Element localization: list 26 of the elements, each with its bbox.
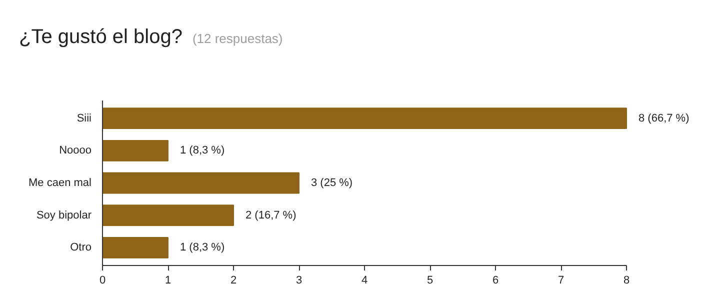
y-tick-label: Me caen mal (28, 177, 92, 189)
x-tick-label: 3 (296, 274, 302, 286)
x-tick-label: 5 (426, 274, 434, 286)
x-tick-label: 6 (492, 274, 499, 286)
data-label: 2 (16,7 %) (246, 209, 296, 222)
data-label: 3 (25 %) (311, 177, 353, 189)
x-tick-label: 2 (230, 274, 237, 286)
chart-subtitle: (12 respuestas) (192, 31, 283, 46)
data-label: 8 (66,7 %) (638, 112, 690, 124)
bar (102, 172, 300, 194)
chart-title: ¿Te gustó el blog? (19, 26, 182, 48)
x-tick-label: 0 (99, 274, 106, 286)
bar (102, 108, 627, 129)
y-tick-label: Siii (76, 112, 92, 124)
bar (102, 204, 234, 226)
y-tick-label: Noooo (59, 144, 92, 157)
y-tick-label: Otro (70, 242, 92, 254)
bar (102, 237, 168, 258)
bar (102, 140, 168, 162)
x-tick-label: 7 (558, 274, 564, 286)
data-label: 1 (8,3 %) (180, 144, 225, 157)
y-tick-label: Soy bipolar (36, 209, 92, 222)
data-label: 1 (8,3 %) (180, 242, 225, 254)
x-tick-label: 4 (361, 274, 368, 286)
x-tick-label: 8 (623, 274, 630, 286)
x-tick-label: 1 (164, 274, 172, 286)
